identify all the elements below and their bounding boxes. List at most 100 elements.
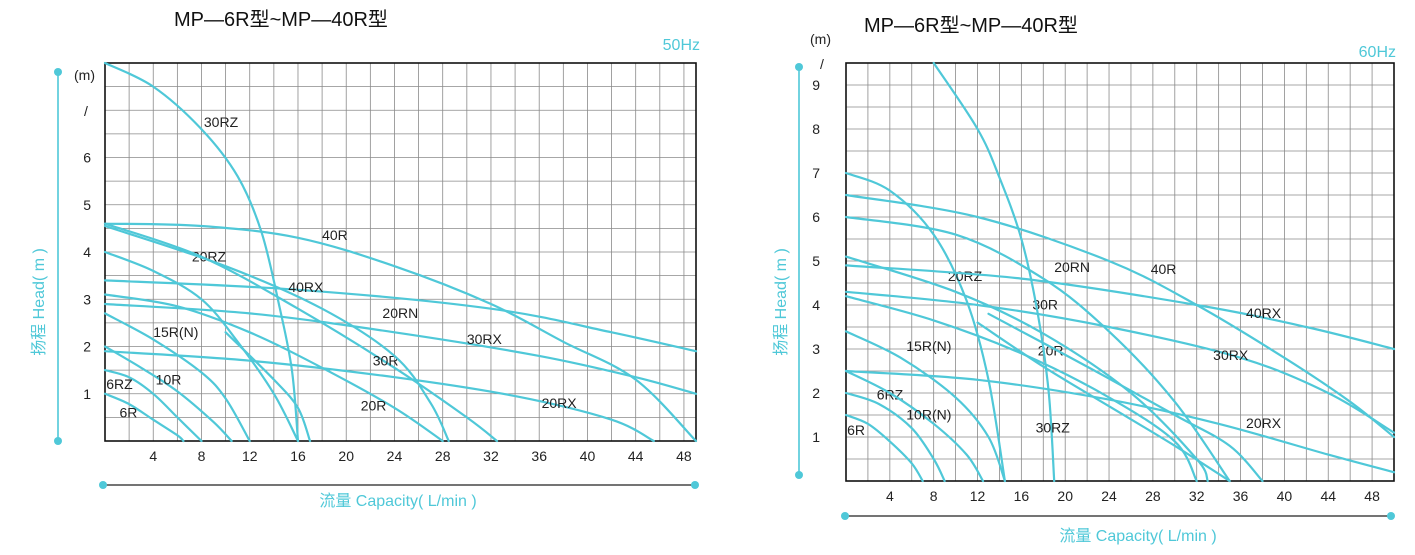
x-tick-label: 48 xyxy=(1364,488,1380,504)
x-tick-label: 12 xyxy=(242,448,258,464)
x-axis-title: 流量 Capacity( L/min ) xyxy=(319,492,476,510)
y-tick-label: 8 xyxy=(812,121,820,137)
curve-20r xyxy=(844,295,1198,483)
x-tick-label: 40 xyxy=(580,448,596,464)
y-tick-label: 3 xyxy=(83,291,91,307)
curve-label: 20RX xyxy=(1246,415,1282,431)
curve-label: 20RZ xyxy=(948,268,983,284)
curve-label: 15R(N) xyxy=(906,338,951,354)
chart-title: MP—6R型~MP—40R型 xyxy=(864,14,1078,37)
y-tick-label: 4 xyxy=(83,244,91,260)
curve-label: 20RN xyxy=(382,305,418,321)
y-top-label: / xyxy=(84,103,88,119)
curve-20rn xyxy=(103,224,450,443)
x-tick-label: 4 xyxy=(886,488,894,504)
y-unit-label: (m) xyxy=(810,31,831,47)
curve-label: 30RZ xyxy=(204,114,239,130)
curve-10r xyxy=(103,345,233,443)
y-axis-title: 扬程 Head( m ) xyxy=(772,248,790,356)
curve-label: 15R(N) xyxy=(153,324,198,340)
y-tick-label: 7 xyxy=(812,165,820,181)
curve-label: 40R xyxy=(1151,261,1177,277)
x-tick-label: 20 xyxy=(338,448,354,464)
curve-20rz xyxy=(103,250,300,443)
curve-6rz xyxy=(844,391,946,483)
y-tick-label: 1 xyxy=(812,429,820,445)
curve-30r xyxy=(844,255,1209,483)
curve-40r xyxy=(103,222,698,443)
x-tick-label: 24 xyxy=(1101,488,1117,504)
y-unit-label: (m) xyxy=(74,67,95,83)
x-tick-label: 36 xyxy=(1233,488,1249,504)
x-axis-dot-right xyxy=(691,481,699,489)
y-axis-title: 扬程 Head( m ) xyxy=(30,248,48,356)
curve-20rz xyxy=(844,171,1006,483)
curve-unlabeled xyxy=(976,321,1231,483)
x-tick-label: 48 xyxy=(676,448,692,464)
curve-30rx xyxy=(844,290,1396,434)
x-tick-label: 40 xyxy=(1277,488,1293,504)
y-tick-label: 2 xyxy=(83,339,91,355)
y-tick-label: 5 xyxy=(83,197,91,213)
curve-label: 20RN xyxy=(1054,259,1090,275)
curve-label: 6RZ xyxy=(106,376,133,392)
y-tick-label: 1 xyxy=(83,386,91,402)
curve-40rx xyxy=(844,264,1396,351)
curve-6r xyxy=(103,392,185,443)
curve-label: 30R xyxy=(1032,296,1058,312)
y-axis-dot-bottom xyxy=(54,437,62,445)
curve-label: 10R xyxy=(156,371,182,387)
curve-label: 20RZ xyxy=(192,248,227,264)
x-tick-label: 44 xyxy=(628,448,644,464)
pump-curves: 6R 6RZ 10R 15R(N) 20RZ 20R 30R 30RZ 20RN 40R 40RX 3… xyxy=(103,61,698,443)
x-tick-label: 28 xyxy=(1145,488,1161,504)
chart-60hz: MP—6R型~MP—40R型60Hz6R6RZ10R(N)15R(N)20RZ2… xyxy=(772,14,1396,545)
x-tick-label: 16 xyxy=(1014,488,1030,504)
curve-30r xyxy=(103,222,499,443)
chart-50hz: MP—6R型~MP—40R型 50Hz 6R 6RZ 10R 15R(N) 20RZ 20R 3… xyxy=(30,8,700,510)
y-top-label: / xyxy=(820,56,824,72)
y-tick-label: 9 xyxy=(812,77,820,93)
curve-label: 20R xyxy=(361,397,387,413)
curve-label: 10R(N) xyxy=(906,406,951,422)
curve-30rz xyxy=(932,61,1056,483)
curve-label: 30RX xyxy=(1213,347,1249,363)
curve-20r xyxy=(103,293,444,443)
curve-label: 6R xyxy=(119,404,137,420)
x-tick-label: 20 xyxy=(1057,488,1073,504)
x-tick-label: 8 xyxy=(198,448,206,464)
curve-label: 40R xyxy=(322,227,348,243)
x-tick-label: 36 xyxy=(531,448,547,464)
y-tick-label: 5 xyxy=(812,253,820,269)
y-tick-label: 2 xyxy=(812,385,820,401)
x-tick-label: 4 xyxy=(149,448,157,464)
x-tick-label: 12 xyxy=(970,488,986,504)
frequency-label: 50Hz xyxy=(663,37,700,54)
curve-10r-n- xyxy=(844,369,985,483)
curve-label: 40RX xyxy=(1246,305,1282,321)
y-axis-dot-bottom xyxy=(795,471,803,479)
curve-label: 6R xyxy=(847,422,865,438)
curve-40rx xyxy=(103,279,698,353)
curve-label: 30R xyxy=(373,352,399,368)
x-tick-label: 32 xyxy=(483,448,499,464)
x-tick-label: 16 xyxy=(290,448,306,464)
curve-20rx xyxy=(844,369,1396,474)
curve-15r-n- xyxy=(844,330,1006,483)
curve-unlabeled xyxy=(224,331,312,443)
y-tick-label: 3 xyxy=(812,341,820,357)
y-axis-dot-top xyxy=(54,68,62,76)
curve-15r-n- xyxy=(103,312,251,443)
curve-label: 40RX xyxy=(288,279,324,295)
curve-40r xyxy=(844,193,1396,439)
curve-30rz xyxy=(103,61,300,443)
grid-lines xyxy=(105,63,696,441)
y-tick-label: 6 xyxy=(812,209,820,225)
curve-label: 30RX xyxy=(467,331,503,347)
y-tick-label: 4 xyxy=(812,297,820,313)
curve-unlabeled xyxy=(987,312,1264,483)
curve-label: 30RZ xyxy=(1036,420,1071,436)
x-tick-label: 8 xyxy=(930,488,938,504)
